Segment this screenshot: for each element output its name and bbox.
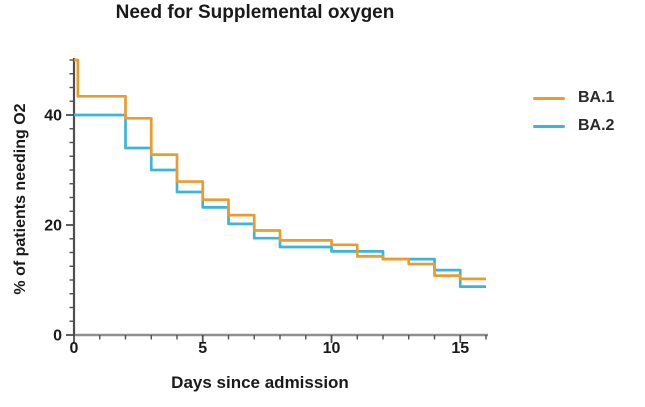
legend-label-ba2: BA.2 — [578, 117, 615, 134]
series-curve-ba1 — [74, 58, 486, 281]
x-tick-label-5: 5 — [198, 340, 207, 357]
x-tick-label-0: 0 — [70, 340, 79, 357]
ba2-line-swatch — [533, 124, 565, 128]
x-tick-label-10: 10 — [323, 340, 341, 357]
legend: BA.1 BA.2 — [533, 84, 614, 140]
y-tick-label-40: 40 — [44, 108, 62, 125]
x-axis-title: Days since admission — [171, 373, 349, 392]
chart-title: Need for Supplemental oxygen — [115, 2, 395, 23]
legend-item-ba2: BA.2 — [533, 112, 614, 140]
series-curve-ba2 — [74, 113, 486, 288]
legend-item-ba1: BA.1 — [533, 84, 614, 112]
y-tick-label-20: 20 — [44, 218, 62, 235]
x-tick-label-15: 15 — [451, 340, 469, 357]
ba1-line-swatch — [533, 96, 565, 100]
y-tick-label-0: 0 — [53, 328, 62, 345]
legend-label-ba1: BA.1 — [578, 89, 615, 106]
